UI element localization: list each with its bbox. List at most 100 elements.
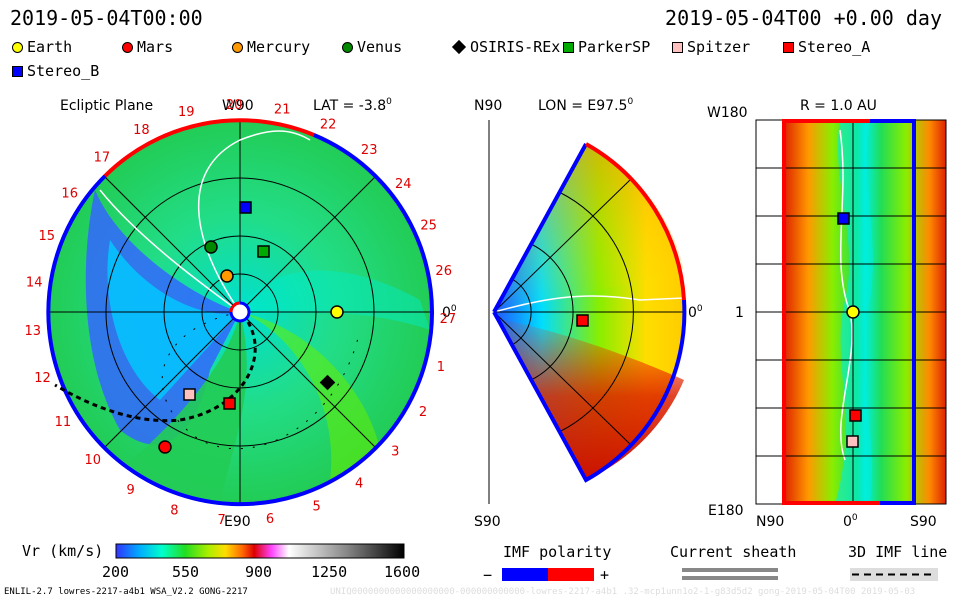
parkersp-marker-icon xyxy=(257,245,270,258)
radius-middle-left-label: 1 xyxy=(735,305,744,321)
footer-left: ENLIL-2.7 lowres-2217-a4b1 WSA_V2.2 GONG… xyxy=(4,587,248,597)
rotation-tick-label: 8 xyxy=(170,503,178,518)
colorbar-label: Vr (km/s) xyxy=(22,542,104,560)
spitzer-marker-icon xyxy=(183,388,196,401)
imf-line-2 xyxy=(198,130,311,313)
right-timestamp: 2019-05-04T00 +0.00 day xyxy=(665,6,942,30)
current-sheath-label: Current sheath xyxy=(670,543,797,561)
venus-marker-icon xyxy=(204,240,218,254)
colorbar-tick-1600: 1600 xyxy=(384,563,421,581)
colorbar-tick-1250: 1250 xyxy=(311,563,348,581)
rotation-tick-label: 24 xyxy=(395,177,412,192)
rotation-tick-label: 17 xyxy=(94,151,111,166)
radius-bottom-s90: S90 xyxy=(910,514,937,530)
legend-stereo-a: Stereo_A xyxy=(783,38,870,56)
rotation-tick-label: 12 xyxy=(34,371,51,386)
legend-label: Mercury xyxy=(247,38,311,56)
legend-label: Mars xyxy=(137,38,174,56)
legend-label: OSIRIS-REx xyxy=(470,38,561,56)
meridional-imf-line xyxy=(493,295,685,313)
rotation-tick-label: 1 xyxy=(437,360,445,375)
legend-label: ParkerSP xyxy=(578,38,651,56)
spitzer-marker-icon xyxy=(846,435,859,448)
colorbar xyxy=(115,543,405,559)
rotation-tick-label: 6 xyxy=(266,512,274,527)
rotation-tick-label: 14 xyxy=(26,276,43,291)
rotation-tick-label: 23 xyxy=(361,143,378,158)
radius-title: R = 1.0 AU xyxy=(800,98,877,114)
current-sheath-sample xyxy=(682,568,778,580)
meridional-lon: LON = E97.50 xyxy=(538,97,633,114)
ecliptic-lat: LAT = -3.80 xyxy=(313,97,392,114)
imf-3d-line-sample xyxy=(850,568,938,581)
rotation-tick-label: 26 xyxy=(435,264,452,279)
mercury-marker-icon xyxy=(220,269,234,283)
legend-mars: Mars xyxy=(122,38,173,56)
legend-spitzer: Spitzer xyxy=(672,38,750,56)
legend-label: Venus xyxy=(357,38,403,56)
rotation-tick-label: 22 xyxy=(320,118,337,133)
stereo-b-marker-icon xyxy=(239,201,252,214)
meridional-right-label: 00 xyxy=(688,304,703,321)
imf-line-1 xyxy=(99,189,241,313)
radius-top-left-label: W180 xyxy=(707,105,748,121)
left-timestamp: 2019-05-04T00:00 xyxy=(10,6,203,30)
rotation-tick-label: 16 xyxy=(61,187,78,202)
stereo-a-marker-icon xyxy=(849,409,862,422)
legend-label: Earth xyxy=(27,38,73,56)
meridional-top-label: N90 xyxy=(474,98,502,114)
rotation-tick-label: 5 xyxy=(312,499,320,514)
legend-earth: Earth xyxy=(12,38,72,56)
footer-right: UNIQ0000000000000000000-000000000000-low… xyxy=(330,587,916,597)
ecliptic-bottom-label: E90 xyxy=(224,514,251,530)
legend-label: Stereo_B xyxy=(27,62,100,80)
colorbar-tick-900: 900 xyxy=(245,563,273,581)
meridional-polarity-red-arc xyxy=(585,142,686,301)
radius-panel: R = 1.0 AU W180 1 E180 N90 00 S90 xyxy=(707,98,947,530)
meridional-panel: N90 LON = E97.50 S90 00 xyxy=(474,97,703,530)
ecliptic-polarity-red-arc xyxy=(103,118,315,178)
rotation-tick-label: 11 xyxy=(55,415,72,430)
legend-venus: Venus xyxy=(342,38,402,56)
rotation-tick-label: 10 xyxy=(85,453,102,468)
ecliptic-features xyxy=(85,190,430,504)
rotation-tick-label: 21 xyxy=(274,102,291,117)
legend-parkersp: ParkerSP xyxy=(563,38,650,56)
mars-marker-icon xyxy=(158,440,172,454)
earth-marker-icon xyxy=(12,41,23,53)
rotation-tick-label: 27 xyxy=(440,312,457,327)
earth-marker-icon xyxy=(330,305,344,319)
rotation-tick-label: 20 xyxy=(226,98,243,113)
spitzer-marker-icon xyxy=(672,41,683,53)
mars-marker-icon xyxy=(122,41,133,53)
imf-polarity-bar xyxy=(502,568,594,581)
rotation-tick-label: 18 xyxy=(133,123,150,138)
stereo-b-marker-icon xyxy=(837,212,850,225)
rotation-tick-label: 9 xyxy=(126,483,134,498)
radius-bottom-zero: 00 xyxy=(843,513,858,530)
rotation-tick-label: 3 xyxy=(391,444,399,459)
imf-plus: + xyxy=(600,566,610,584)
mercury-marker-icon xyxy=(232,41,243,53)
ecliptic-polarity-blue-arc xyxy=(46,133,434,507)
stereo-b-marker-icon xyxy=(12,65,23,77)
rotation-tick-label: 19 xyxy=(178,105,195,120)
legend-label: Spitzer xyxy=(687,38,751,56)
colorbar-tick-550: 550 xyxy=(172,563,200,581)
stereo-a-marker-icon xyxy=(223,397,236,410)
meridional-grid xyxy=(488,120,684,504)
stereo-a-marker-icon xyxy=(783,41,794,53)
legend-stereo-b: Stereo_B xyxy=(12,62,99,80)
legend-label: Stereo_A xyxy=(798,38,871,56)
colorbar-tick-200: 200 xyxy=(102,563,130,581)
colorbar-gradient xyxy=(115,543,405,559)
ecliptic-title: Ecliptic Plane xyxy=(60,98,153,114)
ecliptic-top-label: W90 xyxy=(222,98,254,114)
rotation-tick-label: 7 xyxy=(218,513,226,528)
earth-marker-icon xyxy=(846,305,860,319)
parkersp-marker-icon xyxy=(563,41,574,53)
imf-polarity-label: IMF polarity xyxy=(503,543,612,561)
ecliptic-panel: Ecliptic Plane LAT = -3.80 W90 E90 00 27… xyxy=(25,97,457,530)
